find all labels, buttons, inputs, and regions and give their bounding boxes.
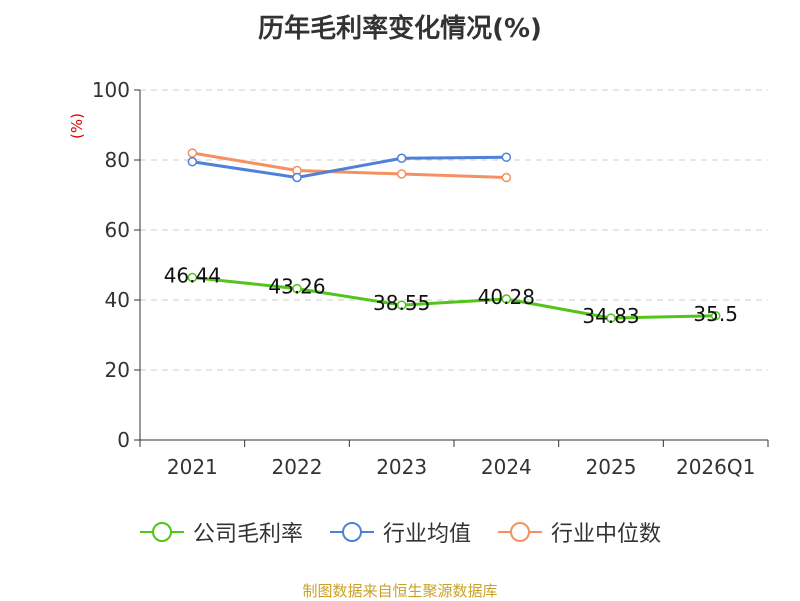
series-line	[192, 155, 507, 179]
data-point[interactable]	[396, 169, 407, 179]
y-tick-label: 80	[105, 148, 130, 172]
y-tick-label: 0	[117, 428, 130, 452]
legend-item-industry-mean[interactable]: 行业均值	[329, 516, 471, 548]
y-tick-label: 100	[92, 78, 130, 102]
data-label: 43.26	[268, 275, 325, 299]
data-label: 40.28	[478, 285, 535, 309]
data-point[interactable]	[606, 313, 616, 323]
data-point[interactable]	[501, 152, 512, 162]
data-point[interactable]	[292, 283, 302, 294]
x-tick-label: 2026Q1	[676, 455, 755, 479]
source-note: 制图数据来自恒生聚源数据库	[302, 582, 498, 600]
y-axis-label: (%)	[68, 113, 86, 139]
y-tick-label: 20	[105, 358, 130, 382]
legend-marker-industry-mean	[329, 522, 374, 542]
legend-label-company-margin: 公司毛利率	[192, 522, 303, 547]
data-label: 34.83	[582, 304, 639, 328]
legend-item-company-margin[interactable]: 公司毛利率	[139, 516, 303, 548]
data-label: 38.55	[373, 291, 430, 315]
data-point[interactable]	[187, 157, 198, 167]
data-point[interactable]	[187, 148, 198, 158]
data-point[interactable]	[187, 272, 198, 283]
y-tick-label: 40	[105, 288, 130, 312]
data-point[interactable]	[501, 172, 512, 183]
x-tick-label: 2024	[481, 455, 532, 479]
legend-label-industry-mean: 行业均值	[382, 522, 471, 547]
data-point[interactable]	[396, 300, 407, 310]
data-point[interactable]	[292, 172, 302, 183]
x-tick-label: 2021	[167, 455, 218, 479]
x-tick-label: 2025	[586, 455, 637, 479]
data-point[interactable]	[710, 311, 721, 321]
series-line	[192, 151, 507, 179]
legend-marker-company-margin	[139, 522, 184, 542]
chart-title: 历年毛利率变化情况(%)	[258, 14, 542, 44]
x-tick-label: 2022	[272, 455, 323, 479]
legend: 公司毛利率 行业均值 行业中位数	[0, 516, 800, 548]
data-point[interactable]	[501, 294, 512, 304]
y-tick-label: 60	[105, 218, 130, 242]
series-line	[192, 275, 716, 320]
data-label: 35.5	[693, 302, 738, 326]
data-label: 46.44	[164, 263, 221, 287]
legend-marker-industry-median	[498, 522, 542, 542]
data-point[interactable]	[396, 153, 407, 163]
legend-item-industry-median[interactable]: 行业中位数	[497, 516, 661, 548]
legend-label-industry-median: 行业中位数	[551, 522, 662, 547]
x-tick-label: 2023	[376, 455, 427, 479]
